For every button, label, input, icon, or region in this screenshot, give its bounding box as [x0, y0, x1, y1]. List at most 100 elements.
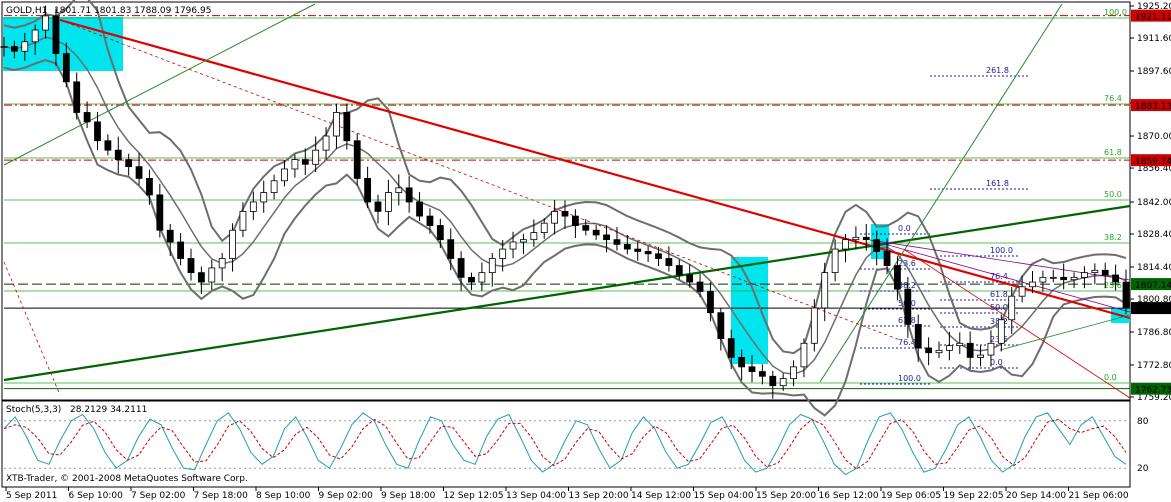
candle-body [790, 366, 797, 380]
time-tick-label: 16 Sep 12:00 [819, 491, 879, 501]
candle-body [83, 112, 91, 123]
price-tick-label: 1759.20 [1137, 393, 1171, 403]
candle-body [364, 178, 372, 203]
fib-retrace-label: 100.0 [990, 246, 1013, 255]
time-tick-label: 6 Sep 10:00 [69, 491, 124, 501]
price-tag-box [1131, 154, 1171, 167]
candle-body [384, 192, 392, 212]
time-tick-label: 20 Sep 14:00 [1006, 491, 1066, 501]
stoch-values-label: 28.2129 34.2111 [70, 405, 147, 415]
candle-body [925, 347, 933, 354]
price-tick-label: 1772.80 [1137, 361, 1171, 371]
purple-channel-line [869, 239, 1131, 313]
time-tick-label: 15 Sep 04:00 [694, 491, 754, 501]
copyright-label: XTB-Trader, © 2001-2008 MetaQuotes Softw… [6, 474, 248, 484]
candle-body [146, 178, 153, 196]
candle-body [727, 338, 735, 358]
candle-body [894, 265, 901, 290]
bollinger-band-line [3, 58, 1127, 417]
candle-body [945, 345, 953, 351]
price-tick-label: 1856.40 [1137, 164, 1171, 174]
stoch-level-label: 20 [1137, 464, 1149, 474]
candle-body [31, 29, 39, 43]
time-tick-label: 9 Sep 02:00 [319, 491, 374, 501]
price-tag-label: 1796.95 [1135, 305, 1171, 315]
candle-body [114, 149, 122, 160]
price-tick-label: 1897.60 [1137, 67, 1171, 77]
fib-retrace-label: 50.0 [990, 303, 1008, 312]
fib-retrace-label: 61.8 [990, 290, 1008, 299]
candle-body [821, 272, 829, 309]
candle-body [218, 258, 226, 269]
candle-body [312, 149, 320, 165]
time-axis: 5 Sep 2011 6 Sep 10:00 7 Sep 02:00 7 Sep 18… [5, 487, 1129, 501]
fib-level-label: 38.2 [1104, 233, 1122, 242]
price-tag-box [1131, 99, 1171, 112]
candle-body [561, 210, 569, 217]
candle-body [665, 258, 673, 266]
fib-level-label: 50.0 [1104, 190, 1122, 199]
price-tag-label: 1807.14 [1135, 281, 1171, 291]
candle-body [540, 222, 548, 233]
candle-body [52, 15, 60, 54]
candle-body [177, 241, 185, 259]
candle-body [956, 342, 964, 347]
candle-body [436, 225, 444, 241]
candle-body [1029, 281, 1036, 288]
time-tick-label: 15 Sep 20:00 [756, 491, 816, 501]
candle-body [499, 248, 507, 259]
candle-body [592, 229, 600, 236]
candle-body [509, 241, 517, 250]
fib-level-label: 23.6 [1104, 281, 1122, 290]
ohlc-label: 1801.71 1801.83 1788.09 1796.95 [54, 6, 211, 16]
green-fan-line [999, 314, 1131, 351]
candle-body [810, 307, 818, 344]
candle-body [291, 159, 299, 170]
candle-body [738, 357, 746, 368]
stoch-main-line [3, 412, 1127, 476]
candle-body [935, 349, 943, 354]
time-tick-label: 12 Sep 12:05 [444, 491, 504, 501]
candle-body [1101, 269, 1109, 276]
candle-body [478, 272, 486, 283]
candle-body [675, 265, 683, 276]
candle-body [73, 81, 81, 113]
price-tick-label: 1800.80 [1137, 295, 1171, 305]
candle-body [270, 180, 278, 193]
candle-body [1039, 276, 1047, 283]
candles [0, 5, 1130, 399]
candle-body [1060, 276, 1068, 281]
candle-body [229, 229, 236, 259]
candle-body [416, 201, 423, 217]
candle-body [852, 236, 860, 241]
candle-body [696, 281, 704, 292]
time-tick-label: 9 Sep 18:00 [381, 491, 436, 501]
candle-body [62, 53, 70, 83]
time-tick-label: 7 Sep 18:00 [194, 491, 249, 501]
candle-body [520, 239, 527, 243]
candle-body [353, 140, 361, 179]
candle-body [571, 215, 579, 226]
time-tick-label: 14 Sep 12:00 [631, 491, 691, 501]
time-tick-label: 19 Sep 06:05 [881, 491, 941, 501]
candle-body [758, 371, 766, 377]
candle-body [769, 375, 777, 387]
stoch-signal-line [3, 418, 1127, 470]
price-tag-box [1131, 382, 1171, 395]
candle-body [343, 112, 351, 142]
green-fan-line [819, 3, 1063, 383]
candle-body [977, 354, 984, 358]
fib-level-label: 100.0 [1104, 8, 1127, 17]
price-tick-label: 1842.00 [1137, 198, 1171, 208]
fib-ext-label: 261.8 [986, 66, 1009, 75]
candle-body [301, 159, 309, 165]
candle-body [208, 267, 216, 283]
candle-body [997, 319, 1005, 344]
price-tag-label: 1859.74 [1135, 157, 1171, 167]
fib-retrace-label: 23.6 [898, 259, 916, 268]
candle-body [260, 192, 268, 203]
candle-body [488, 258, 496, 274]
candle-body [800, 342, 808, 368]
